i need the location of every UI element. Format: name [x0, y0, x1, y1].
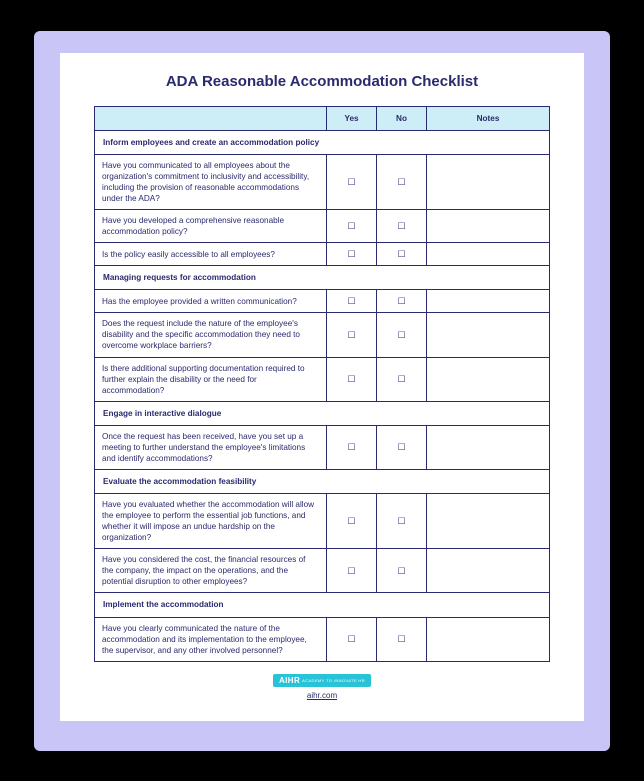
question-cell: Have you considered the cost, the financ…	[95, 549, 327, 593]
document-page: ADA Reasonable Accommodation Checklist Y…	[60, 53, 584, 721]
checklist-row: Is there additional supporting documenta…	[95, 357, 550, 401]
brand-badge: AIHRACADEMY TO INNOVATE HR	[273, 674, 371, 687]
yes-checkbox[interactable]: ☐	[327, 549, 377, 593]
question-cell: Has the employee provided a written comm…	[95, 290, 327, 313]
no-checkbox[interactable]: ☐	[377, 494, 427, 549]
no-checkbox[interactable]: ☐	[377, 425, 427, 469]
checklist-row: Have you clearly communicated the nature…	[95, 617, 550, 661]
yes-checkbox[interactable]: ☐	[327, 617, 377, 661]
yes-checkbox[interactable]: ☐	[327, 243, 377, 266]
section-heading-row: Evaluate the accommodation feasibility	[95, 469, 550, 493]
checklist-row: Does the request include the nature of t…	[95, 313, 550, 357]
question-cell: Does the request include the nature of t…	[95, 313, 327, 357]
section-heading: Inform employees and create an accommoda…	[95, 130, 550, 154]
col-header-no: No	[377, 106, 427, 130]
yes-checkbox[interactable]: ☐	[327, 494, 377, 549]
page-title: ADA Reasonable Accommodation Checklist	[94, 73, 550, 90]
notes-cell[interactable]	[427, 209, 550, 242]
question-cell: Have you evaluated whether the accommoda…	[95, 494, 327, 549]
table-header-row: Yes No Notes	[95, 106, 550, 130]
no-checkbox[interactable]: ☐	[377, 357, 427, 401]
no-checkbox[interactable]: ☐	[377, 209, 427, 242]
section-heading-row: Inform employees and create an accommoda…	[95, 130, 550, 154]
question-cell: Is there additional supporting documenta…	[95, 357, 327, 401]
notes-cell[interactable]	[427, 313, 550, 357]
no-checkbox[interactable]: ☐	[377, 549, 427, 593]
notes-cell[interactable]	[427, 425, 550, 469]
yes-checkbox[interactable]: ☐	[327, 425, 377, 469]
no-checkbox[interactable]: ☐	[377, 290, 427, 313]
checklist-row: Has the employee provided a written comm…	[95, 290, 550, 313]
checklist-row: Have you communicated to all employees a…	[95, 154, 550, 209]
yes-checkbox[interactable]: ☐	[327, 290, 377, 313]
checklist-row: Once the request has been received, have…	[95, 425, 550, 469]
no-checkbox[interactable]: ☐	[377, 154, 427, 209]
section-heading: Implement the accommodation	[95, 593, 550, 617]
section-heading-row: Engage in interactive dialogue	[95, 401, 550, 425]
notes-cell[interactable]	[427, 549, 550, 593]
notes-cell[interactable]	[427, 290, 550, 313]
question-cell: Is the policy easily accessible to all e…	[95, 243, 327, 266]
question-cell: Have you clearly communicated the nature…	[95, 617, 327, 661]
question-cell: Have you developed a comprehensive reaso…	[95, 209, 327, 242]
yes-checkbox[interactable]: ☐	[327, 209, 377, 242]
checklist-row: Have you developed a comprehensive reaso…	[95, 209, 550, 242]
section-heading: Engage in interactive dialogue	[95, 401, 550, 425]
checklist-table: Yes No Notes Inform employees and create…	[94, 106, 550, 662]
notes-cell[interactable]	[427, 617, 550, 661]
backdrop-panel: ADA Reasonable Accommodation Checklist Y…	[34, 31, 610, 751]
yes-checkbox[interactable]: ☐	[327, 154, 377, 209]
site-link[interactable]: aihr.com	[94, 691, 550, 700]
yes-checkbox[interactable]: ☐	[327, 357, 377, 401]
table-body: Inform employees and create an accommoda…	[95, 130, 550, 661]
no-checkbox[interactable]: ☐	[377, 617, 427, 661]
question-cell: Have you communicated to all employees a…	[95, 154, 327, 209]
section-heading-row: Managing requests for accommodation	[95, 266, 550, 290]
notes-cell[interactable]	[427, 243, 550, 266]
page-footer: AIHRACADEMY TO INNOVATE HR aihr.com	[94, 670, 550, 700]
notes-cell[interactable]	[427, 357, 550, 401]
section-heading: Managing requests for accommodation	[95, 266, 550, 290]
col-header-notes: Notes	[427, 106, 550, 130]
brand-badge-sub: ACADEMY TO INNOVATE HR	[302, 679, 365, 683]
col-header-blank	[95, 106, 327, 130]
notes-cell[interactable]	[427, 494, 550, 549]
checklist-row: Is the policy easily accessible to all e…	[95, 243, 550, 266]
section-heading-row: Implement the accommodation	[95, 593, 550, 617]
checklist-row: Have you considered the cost, the financ…	[95, 549, 550, 593]
no-checkbox[interactable]: ☐	[377, 243, 427, 266]
brand-badge-main: AIHR	[279, 676, 300, 685]
section-heading: Evaluate the accommodation feasibility	[95, 469, 550, 493]
notes-cell[interactable]	[427, 154, 550, 209]
checklist-row: Have you evaluated whether the accommoda…	[95, 494, 550, 549]
question-cell: Once the request has been received, have…	[95, 425, 327, 469]
no-checkbox[interactable]: ☐	[377, 313, 427, 357]
yes-checkbox[interactable]: ☐	[327, 313, 377, 357]
col-header-yes: Yes	[327, 106, 377, 130]
